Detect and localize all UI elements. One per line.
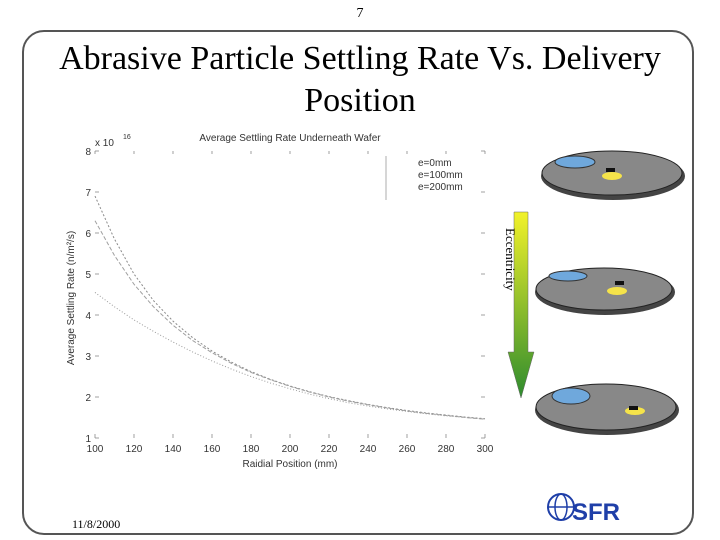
y-tick-label: 2 — [85, 393, 91, 404]
x-tick-label: 280 — [438, 444, 455, 455]
y-exponent: 16 — [123, 134, 131, 141]
y-tick-label: 1 — [85, 434, 91, 445]
sfr-logo: SFR — [547, 493, 620, 526]
particle-spot — [602, 172, 622, 180]
eccentricity-arrow — [507, 211, 535, 399]
chart-axes: 100 120 140 160 180 200 220 240 260 280 300 1 2 3 4 5 6 7… — [85, 147, 493, 455]
page-number: 7 — [356, 6, 364, 21]
x-tick-label: 180 — [243, 444, 260, 455]
x-tick-label: 160 — [204, 444, 221, 455]
x-tick-label: 260 — [399, 444, 416, 455]
chart-series — [94, 195, 486, 420]
delivery-marker — [615, 281, 624, 285]
legend-entry-1: e=0mm — [418, 158, 452, 169]
y-tick-label: 5 — [85, 270, 91, 281]
x-tick-label: 200 — [282, 444, 299, 455]
nozzle-ellipse — [554, 155, 596, 169]
y-tick-label: 8 — [85, 147, 91, 158]
x-tick-label: 120 — [126, 444, 143, 455]
chart-title: Average Settling Rate Underneath Wafer — [199, 133, 381, 144]
y-tick-label: 6 — [85, 229, 91, 240]
y-tick-label: 7 — [85, 188, 91, 199]
wafer-diagram-bottom — [535, 383, 679, 435]
y-tick-label: 4 — [85, 311, 91, 322]
slide-date: 11/8/2000 — [72, 517, 121, 531]
x-axis-label: Raidial Position (mm) — [242, 459, 337, 470]
eccentricity-label: Eccentricity — [503, 228, 518, 291]
slide-frame — [22, 30, 694, 535]
slide-title: Abrasive Particle Settling Rate Vs. Deli… — [30, 38, 690, 122]
x-tick-label: 240 — [360, 444, 377, 455]
chart-background — [60, 128, 490, 478]
nozzle-ellipse — [548, 270, 588, 282]
series-line-3 — [94, 292, 486, 420]
y-multiplier: x 10 — [95, 138, 114, 149]
particle-spot — [607, 287, 627, 295]
wafer-diagram-top — [541, 150, 685, 200]
delivery-marker — [629, 406, 638, 410]
legend-entry-2: e=100mm — [418, 170, 463, 181]
x-tick-label: 220 — [321, 444, 338, 455]
y-axis-label: Average Settling Rate (n/m²/s) — [66, 231, 77, 365]
nozzle-ellipse — [551, 387, 591, 405]
x-tick-label: 140 — [165, 444, 182, 455]
delivery-marker — [606, 168, 615, 172]
x-tick-label: 300 — [477, 444, 494, 455]
x-tick-label: 100 — [87, 444, 104, 455]
legend-entry-3: e=200mm — [418, 182, 463, 193]
y-tick-label: 3 — [85, 352, 91, 363]
wafer-diagram-middle — [535, 267, 675, 315]
slide-title-line1: Abrasive Particle Settling Rate Vs. Deli… — [59, 40, 661, 77]
slide-title-line2: Position — [304, 82, 416, 119]
logo-text: SFR — [572, 499, 620, 526]
